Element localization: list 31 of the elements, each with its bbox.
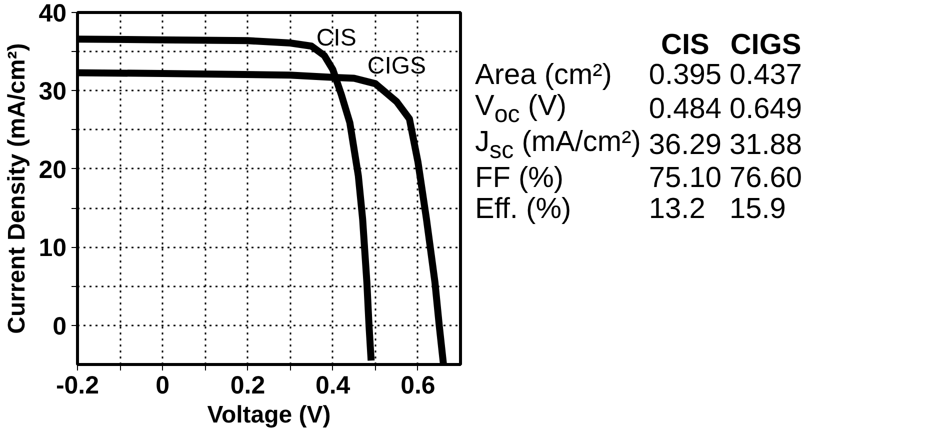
x-tick-label: 0 (156, 372, 170, 400)
data-label: 31.88 (729, 128, 804, 163)
series-label: CIS (316, 24, 356, 52)
data-label: 0.395 (648, 59, 722, 92)
data-label: 36.29 (648, 128, 722, 163)
series-label: CIGS (367, 52, 426, 80)
data-label: 13.2 (648, 192, 706, 225)
y-tick-label: 0 (52, 312, 66, 340)
category-label: V$_{oc}$ (V) (475, 90, 567, 128)
x-tick-label: 0.6 (400, 372, 436, 400)
data-label: 0.437 (729, 59, 804, 92)
y-tick-label: 20 (38, 156, 67, 184)
category-label: Area (cm²) (475, 59, 613, 92)
category-label: J$_{sc}$ (mA/cm²) (475, 126, 642, 164)
y-axis-title: Current Density (mA/cm²) (4, 43, 31, 334)
category-label: FF (%) (475, 162, 565, 194)
x-tick-label: 0.4 (315, 372, 350, 400)
x-axis-title: Voltage (V) (207, 402, 331, 428)
y-tick-label: 10 (38, 234, 67, 262)
x-tick-label: 0.2 (230, 372, 266, 400)
y-tick-label: 30 (38, 78, 67, 106)
y-tick-label: 40 (38, 0, 67, 28)
data-label: 15.9 (729, 192, 787, 225)
x-tick-label: -0.2 (56, 372, 100, 400)
data-label: 76.60 (729, 162, 804, 194)
category-label: Eff. (%) (475, 192, 572, 225)
data-label: 0.484 (648, 92, 722, 127)
text: CIGS (729, 29, 802, 61)
text: CIS (660, 29, 710, 61)
data-label: 75.10 (648, 162, 722, 194)
data-label: 0.649 (729, 92, 804, 127)
